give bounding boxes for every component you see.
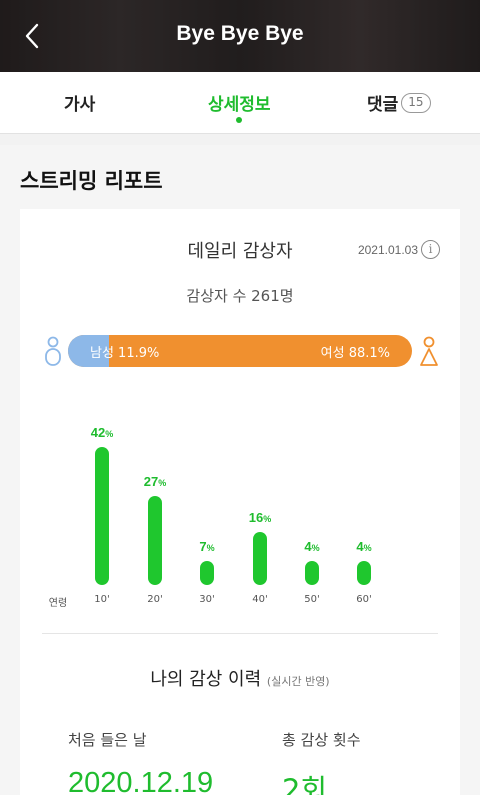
song-title: Bye Bye Bye: [176, 22, 304, 45]
age-bar-value: 4: [356, 539, 364, 554]
comment-count-badge: 15: [401, 92, 431, 113]
age-bar-unit: %: [311, 543, 320, 553]
male-share-label: 남성 11.9%: [90, 346, 160, 361]
age-axis-label: 연령: [48, 598, 68, 609]
first-listen-label: 처음 들은 날: [68, 731, 147, 749]
divider: [42, 633, 438, 634]
female-share-label: 여성 88.1%: [320, 346, 390, 361]
age-bar-unit: %: [363, 543, 372, 553]
back-button[interactable]: [14, 18, 50, 54]
gender-ratio-bar: 남성 11.9% 여성 88.1%: [68, 335, 412, 367]
age-bar-2: [148, 496, 162, 585]
daily-listeners-title: 데일리 감상자: [187, 241, 293, 262]
age-bar-value-label: 27%: [130, 474, 180, 489]
section-title: 스트리밍 리포트: [20, 169, 163, 193]
tab-lyrics[interactable]: 가사: [64, 95, 96, 115]
age-bar-4: [253, 532, 267, 585]
age-bar-value: 4: [304, 539, 312, 554]
my-history-subtitle: (실시간 반영): [266, 675, 330, 688]
male-share-fill: [68, 335, 109, 367]
age-bar-value: 7: [199, 539, 207, 554]
info-icon[interactable]: i: [421, 240, 440, 259]
age-tick-label: 50': [304, 594, 320, 605]
age-bar-value: 27: [143, 474, 159, 490]
section-gap: [0, 135, 480, 145]
age-bar-unit: %: [263, 514, 272, 525]
age-bar-value-label: 4%: [339, 539, 389, 554]
age-tick-label: 30': [199, 594, 215, 605]
tab-details[interactable]: 상세정보: [208, 95, 271, 115]
age-bar-value-label: 7%: [182, 539, 232, 554]
age-bar-unit: %: [105, 429, 114, 439]
age-bar-unit: %: [206, 543, 215, 553]
my-history-title: 나의 감상 이력 (실시간 반영): [20, 665, 460, 691]
first-listen-value: 2020.12.19: [68, 767, 214, 795]
age-bar-value: 42: [90, 425, 106, 440]
my-history-heading: 나의 감상 이력: [150, 669, 262, 690]
age-tick-label: 40': [252, 594, 268, 605]
tab-bar: 가사 상세정보 댓글 15: [0, 72, 480, 134]
female-icon: [420, 336, 438, 366]
age-bar-value-label: 16%: [235, 510, 285, 525]
report-date: 2021.01.03: [357, 243, 418, 257]
detail-content: 스트리밍 리포트 데일리 감상자 2021.01.03 i 감상자 수 261명…: [0, 145, 480, 795]
age-bar-1: [95, 447, 109, 585]
age-tick-label: 20': [147, 594, 163, 605]
streaming-report-card: 데일리 감상자 2021.01.03 i 감상자 수 261명 남성 11.9%…: [20, 209, 460, 795]
age-bar-6: [357, 561, 371, 585]
age-tick-label: 60': [356, 594, 372, 605]
total-count-label: 총 감상 횟수: [282, 731, 361, 749]
listener-count: 감상자 수 261명: [186, 287, 294, 305]
total-count-value: 2회: [282, 773, 328, 795]
age-bar-value: 16: [248, 510, 264, 526]
tab-comments-label: 댓글: [367, 95, 399, 115]
active-tab-indicator: [236, 117, 242, 123]
age-distribution-chart: 연령 42% 10' 27% 20' 7% 30' 16% 40' 4% 50' 4% 60': [20, 389, 460, 609]
age-bar-unit: %: [158, 478, 167, 489]
male-icon: [45, 336, 61, 366]
age-bar-value-label: 4%: [287, 539, 337, 554]
age-bar-5: [305, 561, 319, 585]
song-header: Bye Bye Bye: [0, 0, 480, 72]
age-bar-value-label: 42%: [77, 425, 127, 440]
chevron-left-icon: [25, 23, 39, 49]
age-tick-label: 10': [94, 594, 110, 605]
tab-comments[interactable]: 댓글 15: [367, 90, 431, 115]
age-bar-3: [200, 561, 214, 585]
